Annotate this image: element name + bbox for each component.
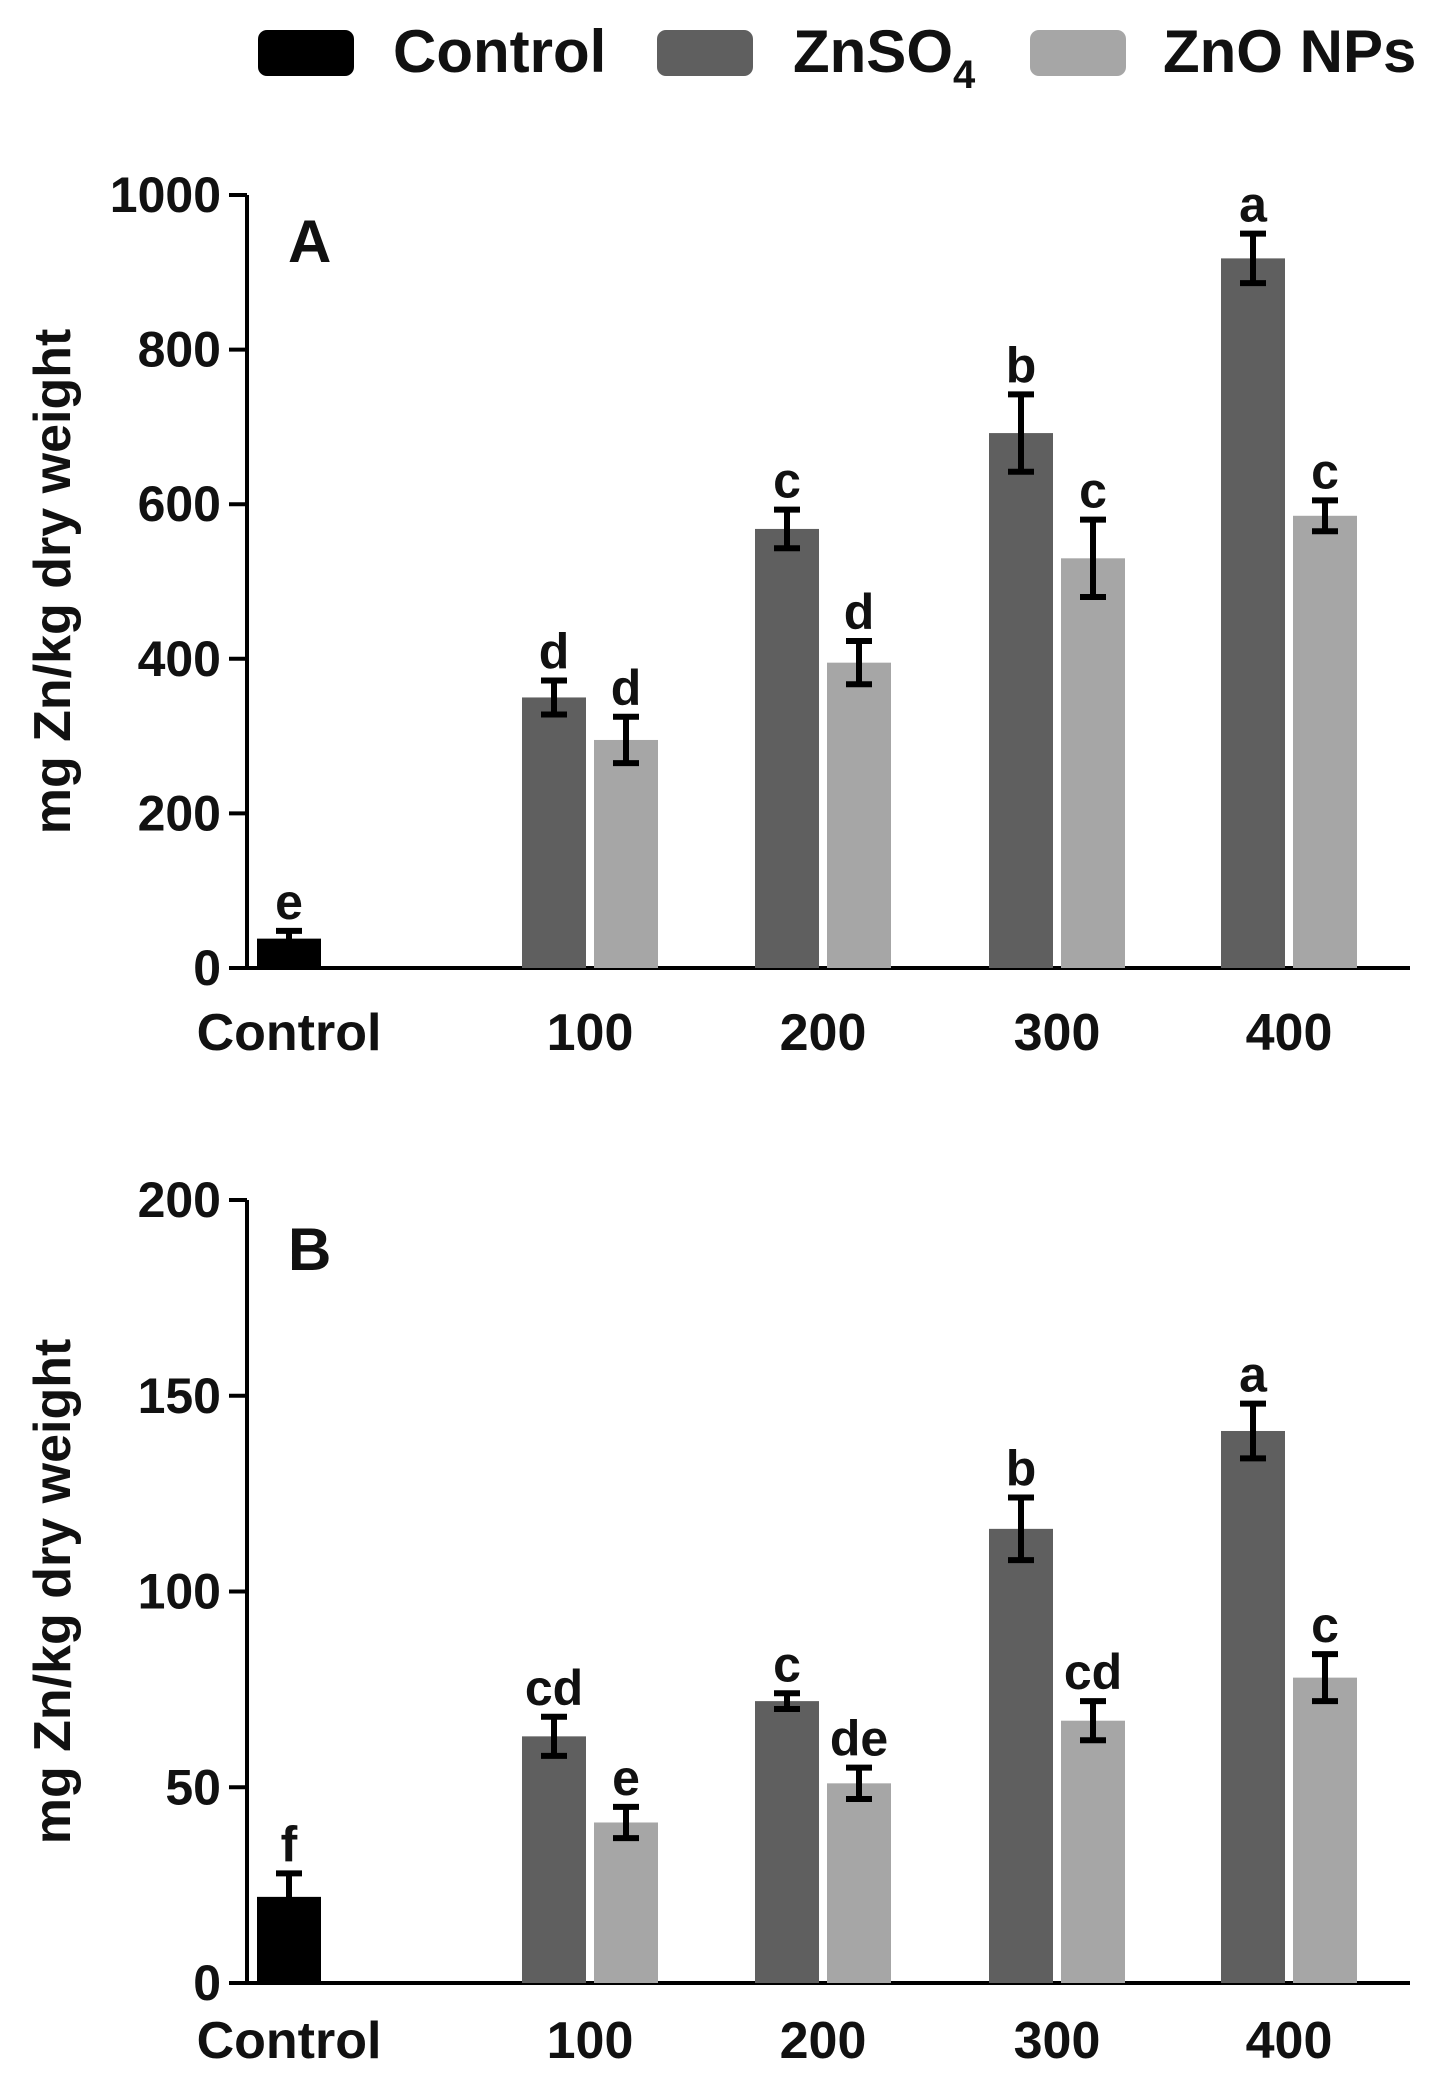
bar-znso4-400 (1221, 258, 1285, 968)
significance-letter-zno-nps-300: c (1079, 463, 1107, 519)
panel-label: B (288, 1216, 331, 1283)
x-tick-label-control: Control (197, 1004, 382, 1062)
legend-label-zno-nps: ZnO NPs (1163, 18, 1416, 85)
significance-letter-zno-nps-400: c (1311, 443, 1339, 499)
panel-a: 0 200 400 600 800 1000 mg Zn/kg dry weight A Con… (24, 167, 1410, 1062)
y-tick-label-1000: 1000 (110, 167, 221, 223)
significance-letter-znso4-100: d (539, 623, 570, 679)
legend: Control ZnSO4 ZnO NPs (258, 18, 1416, 97)
legend-label-control: Control (393, 18, 606, 85)
y-tick-label-150: 150 (138, 1368, 221, 1424)
y-axis-title: mg Zn/kg dry weight (24, 329, 82, 835)
legend-swatch-znso4 (657, 30, 753, 76)
x-tick-label-control: Control (197, 2012, 382, 2070)
y-tick-label-600: 600 (138, 476, 221, 532)
bar-znso4-200 (755, 528, 819, 968)
significance-letter-zno-nps-200: de (830, 1711, 888, 1767)
significance-letter-znso4-100: cd (525, 1660, 583, 1716)
bar-zno-nps-100 (594, 1822, 658, 1983)
significance-letter-znso4-400: a (1239, 177, 1268, 233)
y-tick-label-800: 800 (138, 322, 221, 378)
y-tick-label-0: 0 (193, 1955, 221, 2011)
bar-znso4-100 (522, 1736, 586, 1983)
significance-letter-znso4-300: b (1006, 1441, 1037, 1497)
significance-letter-zno-nps-100: d (611, 660, 642, 716)
x-tick-label-100: 100 (547, 1004, 634, 1062)
bar-zno-nps-200 (827, 1783, 891, 1983)
x-tick-label-100: 100 (547, 2012, 634, 2070)
significance-letter-zno-nps-200: d (844, 584, 875, 640)
bar-zno-nps-100 (594, 739, 658, 968)
bar-zno-nps-400 (1293, 1677, 1357, 1983)
significance-letter-znso4-200: c (773, 1636, 801, 1692)
significance-letter-control-control: e (275, 874, 303, 930)
legend-label-znso4: ZnSO4 (793, 18, 976, 97)
bar-zno-nps-300 (1061, 558, 1125, 968)
y-tick-label-100: 100 (138, 1564, 221, 1620)
legend-swatch-zno-nps (1030, 30, 1126, 76)
significance-letter-znso4-300: b (1006, 337, 1037, 393)
significance-letter-znso4-200: c (773, 453, 801, 509)
y-tick-label-50: 50 (165, 1759, 221, 1815)
significance-letter-zno-nps-100: e (612, 1750, 640, 1806)
bar-znso4-200 (755, 1701, 819, 1983)
y-axis-title: mg Zn/kg dry weight (24, 1339, 82, 1845)
bar-zno-nps-300 (1061, 1720, 1125, 1983)
bar-znso4-300 (989, 433, 1053, 969)
bar-znso4-400 (1221, 1430, 1285, 1983)
panel-b: 0 50 100 150 200 mg Zn/kg dry weight B Control 1… (24, 1172, 1410, 2070)
x-tick-label-400: 400 (1246, 2012, 1333, 2070)
legend-swatch-control (258, 30, 354, 76)
y-tick-label-200: 200 (138, 1172, 221, 1228)
x-tick-label-200: 200 (780, 1004, 867, 1062)
significance-letter-zno-nps-400: c (1311, 1597, 1339, 1653)
x-tick-label-300: 300 (1014, 2012, 1101, 2070)
bar-znso4-300 (989, 1528, 1053, 1983)
x-tick-label-300: 300 (1014, 1004, 1101, 1062)
y-tick-label-200: 200 (138, 785, 221, 841)
significance-letter-zno-nps-300: cd (1064, 1644, 1122, 1700)
bar-zno-nps-400 (1293, 515, 1357, 968)
x-tick-label-400: 400 (1246, 1004, 1333, 1062)
bar-zno-nps-200 (827, 662, 891, 968)
x-tick-label-200: 200 (780, 2012, 867, 2070)
y-tick-label-0: 0 (193, 940, 221, 996)
bar-znso4-100 (522, 697, 586, 968)
significance-letter-control-control: f (281, 1816, 298, 1872)
significance-letter-znso4-400: a (1239, 1347, 1268, 1403)
y-tick-label-400: 400 (138, 631, 221, 687)
panel-label: A (288, 208, 331, 275)
